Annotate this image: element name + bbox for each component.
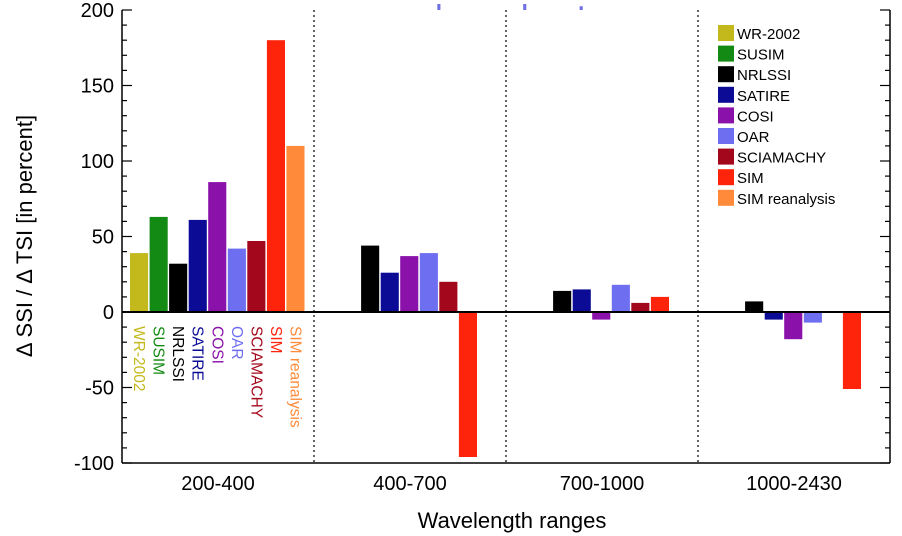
- legend-swatch: [718, 45, 734, 62]
- legend-swatch: [718, 86, 734, 103]
- bar-sim-700-1000: [650, 296, 669, 312]
- bar-oar-1000-2430: [803, 312, 822, 323]
- x-axis-label: Wavelength ranges: [418, 508, 607, 533]
- legend-label: SIM reanalysis: [737, 191, 835, 208]
- bar-cosi-400-700: [400, 256, 419, 312]
- y-tick-label: 50: [92, 227, 114, 249]
- y-tick-label: 0: [103, 302, 114, 324]
- series-label-cosi: COSI: [208, 326, 225, 364]
- legend-swatch: [718, 189, 734, 206]
- bar-satire-700-1000: [572, 289, 591, 312]
- legend-label: SATIRE: [737, 88, 790, 105]
- legend-swatch: [718, 169, 734, 186]
- x-tick-label: 400-700: [373, 473, 446, 495]
- series-label-sim-reanalysis: SIM reanalysis: [287, 326, 304, 428]
- y-tick-label: 100: [81, 151, 114, 173]
- bar-cosi-700-1000: [592, 312, 611, 320]
- legend-label: OAR: [737, 129, 770, 146]
- bar-sim-1000-2430: [842, 312, 861, 389]
- series-label-nrlssi: NRLSSI: [169, 326, 186, 382]
- series-label-oar: OAR: [228, 326, 245, 360]
- legend-label: COSI: [737, 108, 774, 125]
- legend-label: SCIAMACHY: [737, 150, 826, 167]
- bar-satire-400-700: [380, 272, 399, 312]
- series-label-susim: SUSIM: [150, 326, 167, 375]
- series-label-sim: SIM: [267, 326, 284, 354]
- bar-satire-200-400: [188, 219, 207, 312]
- x-tick-label: 200-400: [181, 473, 254, 495]
- y-axis-label: Δ SSI / Δ TSI [in percent]: [12, 115, 37, 357]
- bar-nrlssi-400-700: [361, 245, 380, 312]
- bar-oar-200-400: [227, 248, 246, 312]
- y-tick-label: 150: [81, 76, 114, 98]
- legend-swatch: [718, 66, 734, 83]
- legend-swatch: [718, 107, 734, 124]
- series-label-wr-2002: WR-2002: [130, 326, 147, 391]
- legend-label: WR-2002: [737, 26, 800, 43]
- bar-sciamachy-400-700: [439, 281, 458, 312]
- y-tick-label: 200: [81, 0, 114, 22]
- x-tick-label: 1000-2430: [746, 473, 842, 495]
- bar-susim-200-400: [149, 216, 168, 312]
- bar-oar-700-1000: [611, 284, 630, 312]
- bar-wr-2002-200-400: [130, 253, 149, 312]
- bar-nrlssi-200-400: [169, 263, 188, 312]
- plot-area: WR-2002 SUSIM NRLSSI SATIRE COSI OAR SCIAMACHY…: [74, 0, 891, 495]
- legend-label: SUSIM: [737, 47, 785, 64]
- bar-oar-400-700: [419, 253, 438, 312]
- bar-sim-200-400: [266, 40, 285, 312]
- x-tick-label: 700-1000: [560, 473, 645, 495]
- legend-label: SIM: [737, 170, 764, 187]
- bar-nrlssi-1000-2430: [745, 301, 764, 312]
- legend-swatch: [718, 25, 734, 41]
- y-tick-label: -50: [85, 378, 114, 400]
- bar-sim-reanalysis-200-400: [286, 145, 305, 312]
- series-label-sciamachy: SCIAMACHY: [247, 326, 264, 418]
- bar-cosi-200-400: [208, 182, 227, 312]
- bar-satire-1000-2430: [764, 312, 783, 320]
- series-label-satire: SATIRE: [189, 326, 206, 381]
- legend-swatch: [718, 148, 734, 165]
- bar-sim-400-700: [458, 312, 477, 457]
- legend-swatch: [718, 128, 734, 144]
- bar-nrlssi-700-1000: [553, 290, 572, 312]
- bar-sciamachy-700-1000: [631, 302, 650, 312]
- bar-sciamachy-200-400: [247, 241, 266, 312]
- legend-label: NRLSSI: [737, 67, 791, 84]
- y-tick-label: -100: [74, 453, 114, 475]
- bar-cosi-1000-2430: [784, 312, 803, 340]
